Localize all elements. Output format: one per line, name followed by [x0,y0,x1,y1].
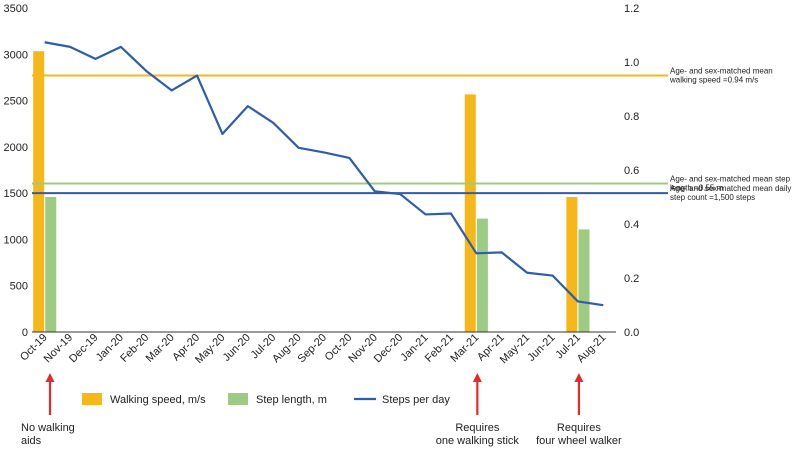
left-y-tick-label: 3500 [4,3,28,15]
left-y-tick-label: 2000 [4,142,28,154]
left-y-tick-label: 2500 [4,96,28,108]
legend: Walking speed, m/s Step length, m Steps pe… [82,393,450,406]
reference-lines-layer: Age- and sex-matched mean walking speed =… [32,67,791,202]
legend-label-2: Steps per day [382,394,450,406]
reference-label-line: Age- and sex-matched mean [670,67,773,76]
annotation-label-0: No walking aids [21,422,75,447]
annotation-line: four wheel walker [536,435,622,447]
x-tick-label: Mar-21 [448,332,481,365]
left-y-tick-label: 0 [22,327,28,339]
x-tick-label: Sep-20 [296,332,330,366]
right-y-tick-label: 0.2 [624,273,639,285]
annotation-label-1: Requires one walking stick [436,422,520,447]
annotation-line: one walking stick [436,435,520,447]
right-y-tick-label: 0.6 [624,165,639,177]
step-length-bar-oct-19 [45,197,57,332]
walking-speed-bar-mar-21 [464,94,476,333]
steps-line-layer [44,41,604,307]
left-y-tick-label: 1500 [4,188,28,200]
reference-line-label-2: Age- and sex-matched mean daily step coun… [670,184,791,202]
step-length-bar-jul-21 [578,229,590,332]
axes-layer: 0 500 1000 1500 2000 2500 3000 3500 0.0 0.2 0.4 0.6… [4,3,640,339]
bars-layer [33,51,590,333]
walking-speed-bar-oct-19 [33,51,45,332]
annotation-line: Requires [455,422,500,434]
walking-speed-bar-jul-21 [566,197,578,332]
annotation-line: aids [21,435,42,447]
x-tick-label: Dec-19 [67,332,101,366]
legend-swatch-0 [82,393,102,405]
left-y-tick-label: 1000 [4,234,28,246]
reference-line-label-0: Age- and sex-matched mean walking speed =… [669,67,773,85]
arrow-head-2 [574,373,584,382]
right-y-tick-label: 1.2 [624,3,639,15]
right-y-tick-label: 0.8 [624,111,639,123]
legend-label-1: Step length, m [256,394,327,406]
annotation-line: No walking [21,422,75,434]
left-y-tick-label: 500 [10,281,28,293]
arrow-head-1 [472,373,482,382]
annotation-label-2: Requires four wheel walker [536,422,622,447]
reference-label-line: step count =1,500 steps [670,193,755,202]
right-y-tick-label: 1.0 [624,57,639,69]
legend-swatch-1 [228,393,248,405]
legend-label-0: Walking speed, m/s [110,394,206,406]
left-y-tick-label: 3000 [4,49,28,61]
x-tick-label: Aug-21 [575,332,609,366]
x-tick-label: Mar-20 [144,332,177,365]
reference-label-line: walking speed =0.94 m/s [669,76,758,85]
right-y-tick-label: 0.0 [624,327,639,339]
right-y-tick-label: 0.4 [624,219,639,231]
reference-label-line: length =0.55 m [670,184,723,193]
x-tick-label: Jun-20 [221,332,253,364]
reference-label-line: Age- and sex-matched mean step [670,175,791,184]
reference-label-line: Age- and sex-matched mean daily [670,184,791,193]
arrow-head-0 [45,373,55,382]
step-length-bar-mar-21 [476,218,488,332]
x-tick-label: Jun-21 [525,332,557,364]
steps-per-day-line [44,41,604,307]
annotation-line: Requires [557,422,602,434]
x-tick-labels: Oct-19Nov-19Dec-19Jan-20Feb-20Mar-20Apr-… [18,332,608,366]
reference-line-label-1: Age- and sex-matched mean step length =0.… [670,175,791,193]
x-tick-label: Dec-20 [372,332,406,366]
